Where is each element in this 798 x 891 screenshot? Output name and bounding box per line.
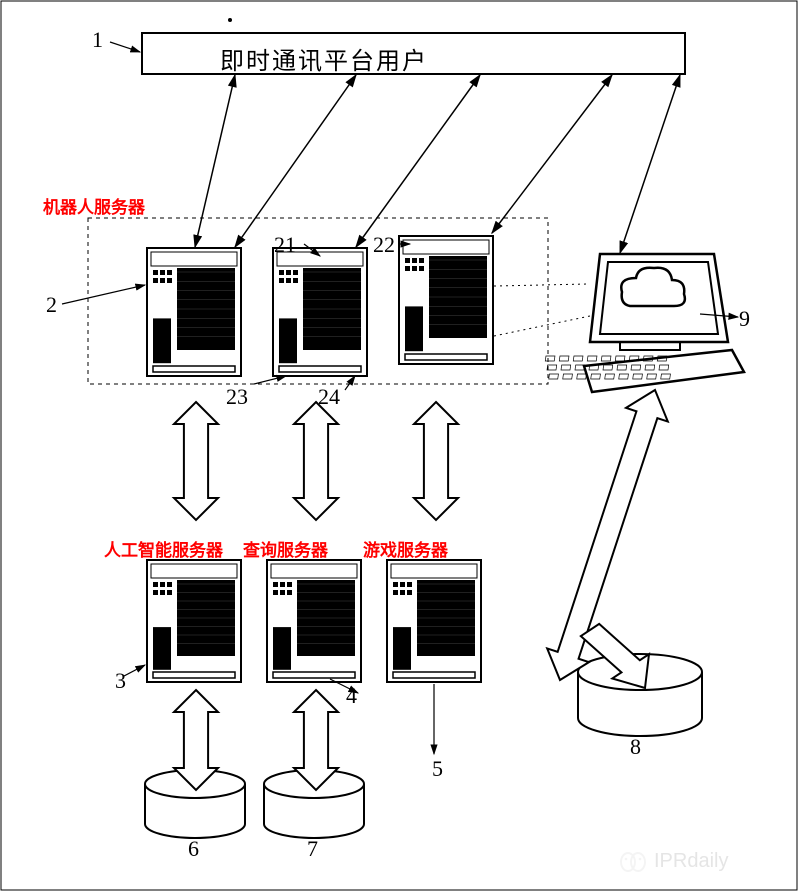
label-game-server: 游戏服务器 xyxy=(363,536,448,561)
watermark-text: IPRdaily xyxy=(654,850,728,873)
ref-num-8: 8 xyxy=(630,734,641,760)
computer-icon xyxy=(545,254,744,392)
ref-num-7: 7 xyxy=(307,836,318,862)
label-robot-server: 机器人服务器 xyxy=(43,193,145,218)
ref-num-3: 3 xyxy=(115,668,126,694)
diagram-canvas xyxy=(0,0,798,891)
label-query-server: 查询服务器 xyxy=(243,536,328,561)
watermark: IPRdaily xyxy=(620,850,728,873)
ref-num-24: 24 xyxy=(318,384,340,410)
label-ai-server: 人工智能服务器 xyxy=(104,536,223,561)
top-box-title: 即时通讯平台用户 xyxy=(220,41,428,76)
ref-num-21: 21 xyxy=(274,232,296,258)
ref-num-9: 9 xyxy=(739,306,750,332)
ref-num-23: 23 xyxy=(226,384,248,410)
ref-num-2: 2 xyxy=(46,292,57,318)
ref-num-1: 1 xyxy=(92,27,103,53)
ref-num-6: 6 xyxy=(188,836,199,862)
ref-num-22: 22 xyxy=(373,232,395,258)
ref-num-4: 4 xyxy=(346,683,357,709)
ref-num-5: 5 xyxy=(432,756,443,782)
